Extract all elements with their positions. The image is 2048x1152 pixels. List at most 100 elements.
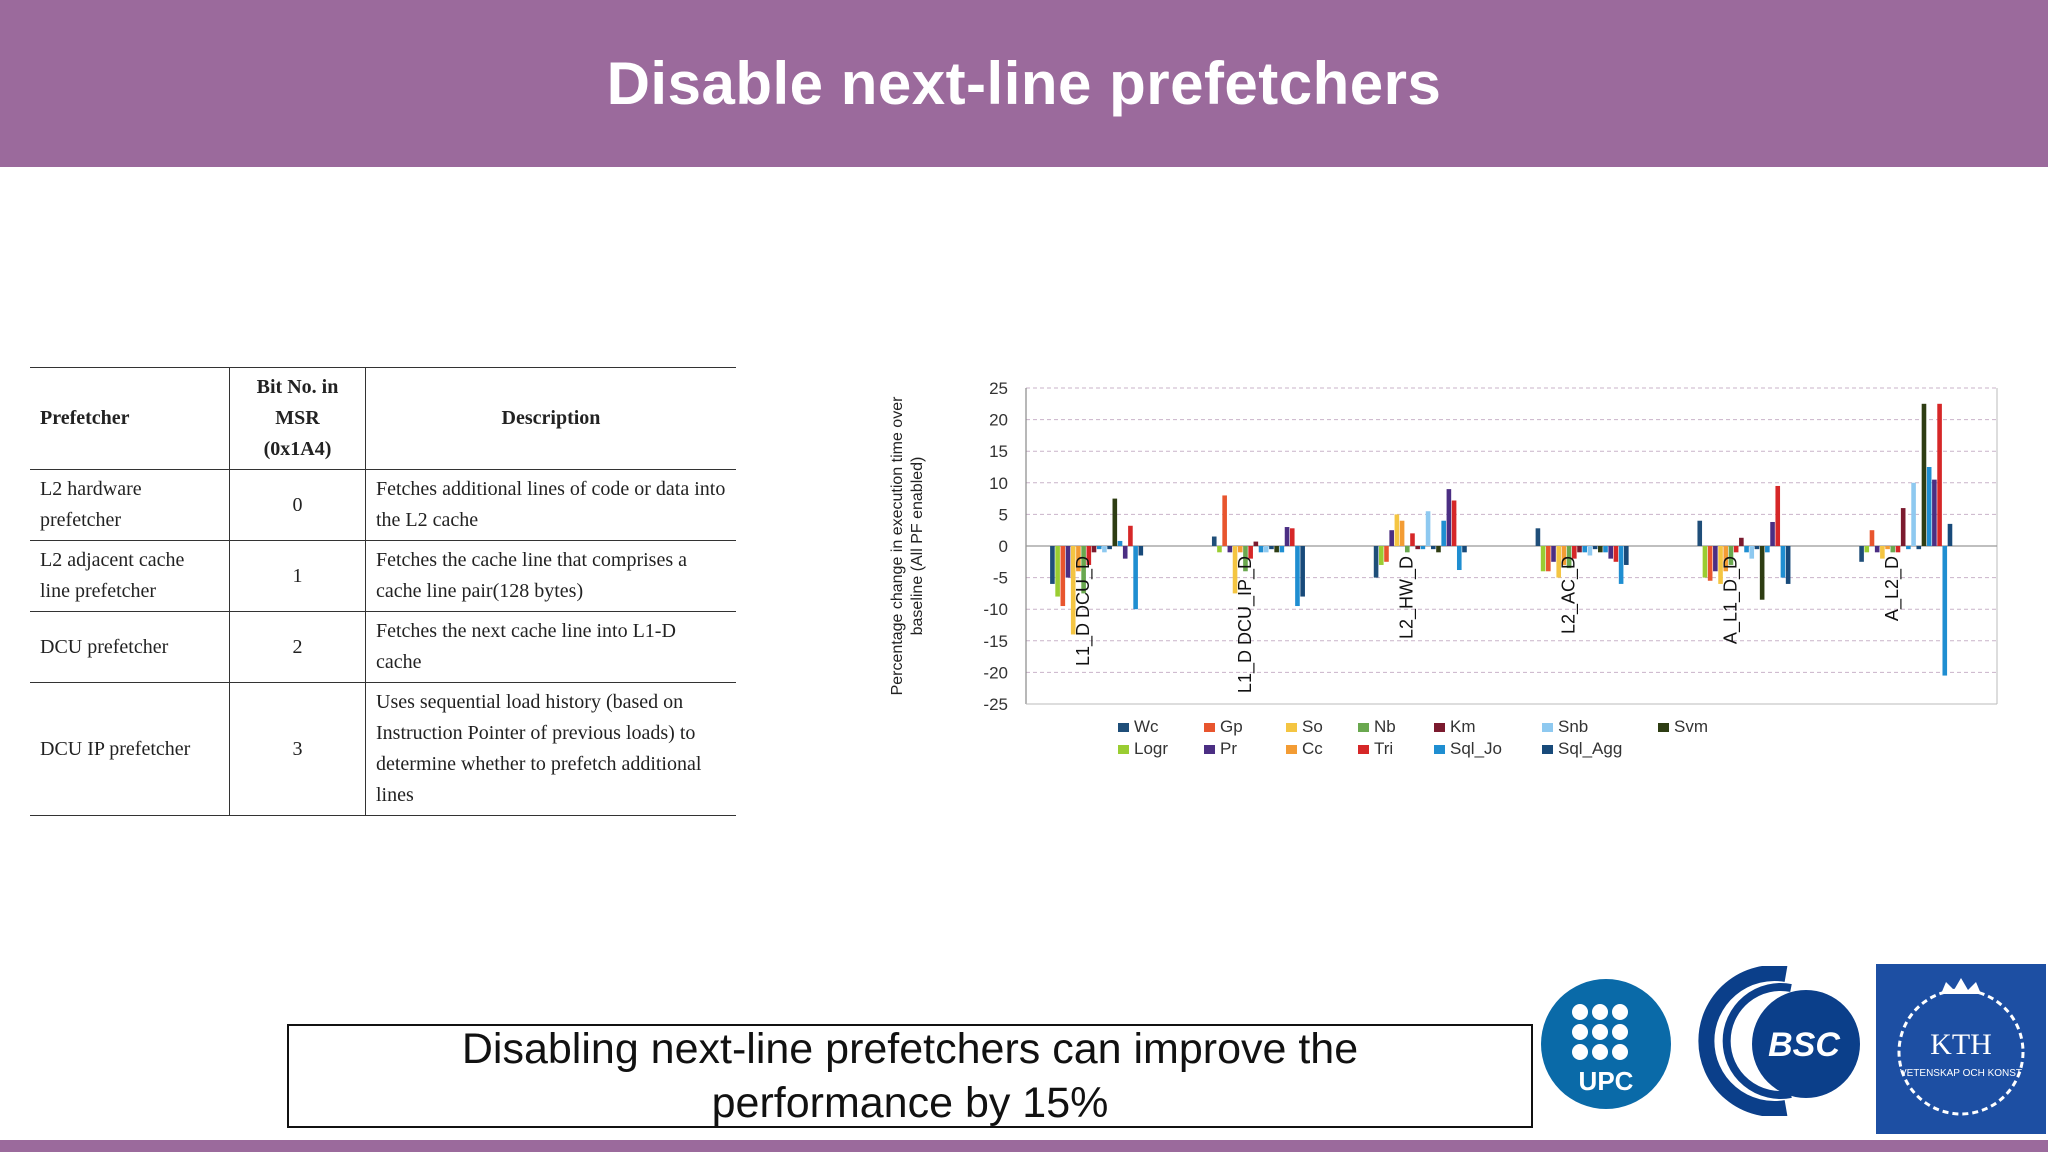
bar	[1117, 540, 1123, 546]
y-tick-label: 5	[999, 505, 1008, 524]
prefetcher-bar-chart: 25 20 15 10 5 0 -5 -10 -15 -20 -25 Percentage chang…	[889, 379, 1998, 758]
bar	[1389, 530, 1394, 546]
bar	[1572, 546, 1577, 559]
bar	[1070, 546, 1076, 635]
legend-label: Gp	[1220, 717, 1243, 736]
bar	[1065, 546, 1071, 578]
legend-swatch	[1358, 745, 1369, 754]
bsc-logo-core	[1752, 990, 1860, 1098]
bar	[1274, 546, 1279, 553]
legend-label: Nb	[1374, 717, 1396, 736]
bar	[1733, 546, 1739, 553]
bar	[1765, 546, 1770, 553]
cell-bit: 1	[229, 540, 366, 612]
category-label: A_L2_D	[1882, 556, 1903, 621]
bar	[1289, 528, 1295, 546]
bar	[1091, 546, 1097, 553]
category-label: L1_D DCU_D	[1073, 556, 1094, 666]
bar	[1050, 546, 1055, 584]
bar	[1378, 546, 1384, 565]
bsc-logo-arc-inner	[1722, 983, 1792, 1099]
bar	[1937, 403, 1942, 546]
legend-swatch	[1286, 745, 1297, 754]
legend-swatch	[1542, 723, 1553, 732]
bar	[1744, 546, 1749, 553]
legend-label: Pr	[1220, 739, 1237, 758]
bar	[1535, 528, 1541, 546]
bsc-logo-text: BSC	[1768, 1026, 1840, 1064]
bar	[1128, 525, 1133, 546]
bar	[1900, 508, 1906, 546]
bar	[1300, 546, 1305, 597]
cell-description: Fetches the next cache line into L1-D ca…	[365, 611, 736, 683]
bar	[1911, 482, 1916, 546]
bar	[1921, 403, 1927, 546]
category-label: L1_D DCU_IP_D	[1235, 556, 1256, 693]
bar	[1102, 546, 1107, 553]
bar	[1608, 546, 1614, 559]
bar	[1592, 546, 1598, 550]
bar	[1425, 511, 1431, 546]
bar	[1446, 489, 1452, 546]
cell-bit: 0	[229, 469, 366, 541]
bar	[1279, 546, 1285, 553]
bar	[1932, 479, 1937, 546]
category-label: L2_AC_D	[1558, 556, 1579, 634]
bar	[1864, 546, 1870, 553]
y-tick-label: 15	[989, 442, 1008, 461]
bar	[1410, 533, 1415, 546]
cell-description: Fetches additional lines of code or data…	[365, 469, 736, 541]
bar	[1055, 546, 1060, 597]
bar	[1451, 500, 1457, 546]
bar	[1384, 546, 1389, 562]
bar	[1556, 546, 1562, 578]
legend-label: Snb	[1558, 717, 1588, 736]
table-row: DCU prefetcher 2 Fetches the next cache …	[30, 611, 736, 683]
bar	[1874, 546, 1880, 553]
bar	[1430, 546, 1436, 550]
bar	[1462, 546, 1467, 553]
bar	[1707, 546, 1713, 581]
y-tick-label: -20	[983, 663, 1008, 682]
bar	[1618, 546, 1624, 584]
kth-logo: KTH VETENSKAP OCH KONST	[1876, 964, 2046, 1134]
bar	[1587, 546, 1593, 556]
bar	[1713, 546, 1718, 572]
bar	[1739, 537, 1744, 546]
bar	[1728, 546, 1734, 565]
header-description: Description	[365, 367, 736, 470]
bar	[1546, 546, 1551, 572]
bar	[1222, 495, 1227, 546]
bar	[1284, 527, 1290, 546]
bar	[1780, 546, 1786, 578]
legend-label: Logr	[1134, 739, 1168, 758]
crown-icon	[1941, 978, 1981, 994]
bar	[1081, 546, 1086, 594]
legend-swatch	[1434, 745, 1445, 754]
y-tick-label: -15	[983, 632, 1008, 651]
bar	[1269, 546, 1274, 550]
bar	[1702, 546, 1708, 578]
legend-swatch	[1118, 745, 1129, 754]
bar	[1258, 546, 1264, 553]
y-tick-label: -25	[983, 695, 1008, 714]
bar	[1441, 520, 1446, 546]
legend-label: Tri	[1374, 739, 1393, 758]
bar	[1456, 546, 1462, 571]
bar	[1942, 546, 1948, 676]
bar	[1295, 546, 1300, 607]
bar	[1785, 546, 1791, 584]
category-label: L2_HW_D	[1397, 556, 1418, 639]
bar	[1404, 546, 1410, 553]
bar	[1906, 546, 1911, 550]
bar	[1138, 546, 1144, 556]
upc-logo-dots	[1572, 1004, 1628, 1060]
bar	[1566, 546, 1572, 569]
bar	[1598, 546, 1603, 553]
header-prefetcher: Prefetcher	[30, 367, 230, 470]
bar	[1890, 546, 1896, 553]
cell-prefetcher: L2 adjacent cache line prefetcher	[30, 540, 230, 612]
legend-swatch	[1204, 745, 1215, 754]
legend-swatch	[1204, 723, 1215, 732]
bar	[1540, 546, 1546, 572]
